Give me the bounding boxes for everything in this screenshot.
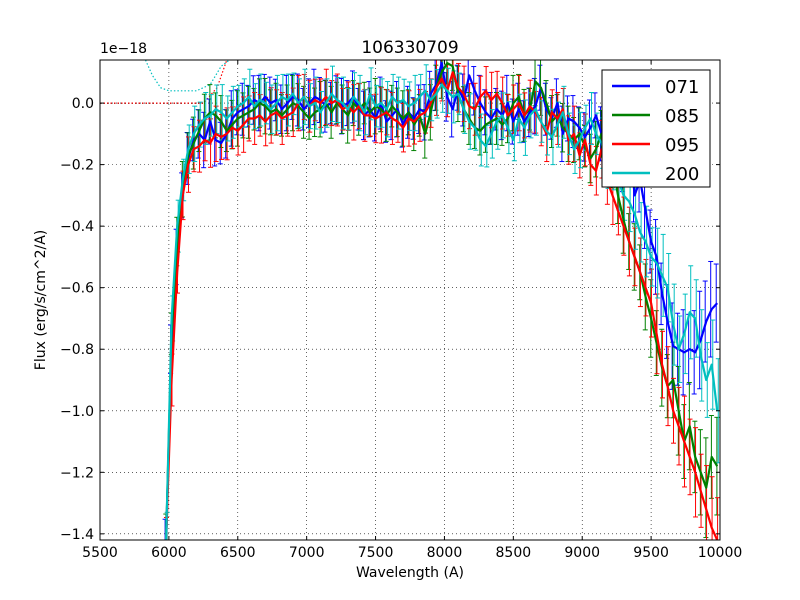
y-tick-label: −0.4	[60, 219, 94, 235]
legend-box	[601, 69, 711, 188]
x-tick-label: 6500	[220, 545, 256, 561]
y-axis-label: Flux (erg/s/cm^2/A)	[33, 230, 49, 370]
y-scale-offset: 1e−18	[100, 41, 147, 57]
legend: 071 085 095 200	[601, 69, 711, 188]
series-085-line	[165, 61, 719, 540]
chart-title: 106330709	[361, 38, 458, 58]
series-095-line	[165, 71, 719, 540]
x-axis-label: Wavelength (A)	[356, 565, 464, 581]
y-tick-label: −0.2	[60, 158, 94, 174]
y-ticks: 0.0 −0.2 −0.4 −0.6 −0.8 −1.0 −1.2 −1.4	[60, 96, 720, 543]
legend-label-085: 085	[665, 106, 699, 127]
x-tick-label: 9000	[564, 545, 600, 561]
legend-label-095: 095	[665, 135, 699, 156]
x-tick-label: 6000	[151, 545, 187, 561]
x-tick-label: 9500	[633, 545, 669, 561]
legend-label-200: 200	[665, 164, 699, 185]
y-tick-label: −0.8	[60, 342, 94, 358]
x-ticks: 5500 6000 6500 7000 7500 8000 8500 9000 9500 1000…	[82, 60, 742, 561]
x-tick-label: 8500	[496, 545, 532, 561]
y-tick-label: −1.4	[60, 527, 94, 543]
series-200-line	[165, 83, 719, 540]
x-tick-label: 10000	[698, 545, 743, 561]
y-tick-label: −1.2	[60, 465, 94, 481]
x-tick-label: 8000	[427, 545, 463, 561]
y-tick-label: 0.0	[72, 96, 94, 112]
x-tick-label: 7000	[289, 545, 325, 561]
x-tick-label: 5500	[82, 545, 118, 561]
legend-label-071: 071	[665, 77, 699, 98]
plot-frame	[99, 59, 721, 541]
x-tick-label: 7500	[358, 545, 394, 561]
y-tick-label: −0.6	[60, 281, 94, 297]
y-tick-label: −1.0	[60, 404, 94, 420]
